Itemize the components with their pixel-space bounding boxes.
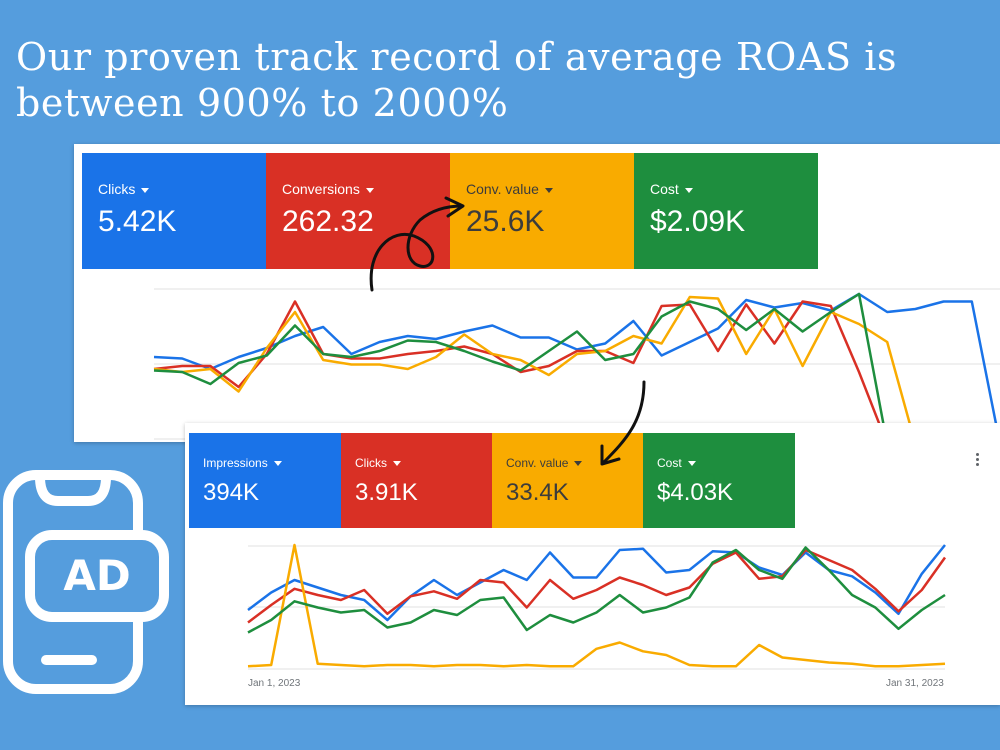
- series-line-cost: [247, 546, 946, 634]
- more-vert-icon[interactable]: [973, 453, 981, 469]
- scorecard-conversions[interactable]: Conversions 262.32: [266, 153, 450, 269]
- x-axis-start-label: Jan 1, 2023: [248, 678, 301, 689]
- scorecard-cost[interactable]: Cost $2.09K: [634, 153, 818, 269]
- metric-label[interactable]: Clicks: [355, 456, 401, 470]
- metric-value: $2.09K: [650, 205, 746, 238]
- metric-label[interactable]: Clicks: [98, 181, 150, 197]
- series-line-cost: [153, 292, 889, 442]
- scorecard-clicks[interactable]: Clicks 3.91K: [341, 433, 493, 528]
- scorecard-clicks[interactable]: Clicks 5.42K: [82, 153, 266, 269]
- caret-down-icon: [574, 461, 583, 467]
- metric-value: 5.42K: [98, 205, 177, 238]
- caret-down-icon: [365, 187, 374, 193]
- caret-down-icon: [393, 461, 401, 467]
- dashboard-panel-1: Clicks 5.42K Conversions 262.32 Conv. va…: [74, 144, 1000, 442]
- metric-label[interactable]: Cost: [657, 456, 696, 470]
- headline: Our proven track record of average ROAS …: [16, 35, 898, 125]
- metric-label[interactable]: Conv. value: [506, 456, 583, 470]
- x-axis-end-label: Jan 31, 2023: [886, 678, 944, 689]
- metric-label[interactable]: Cost: [650, 181, 693, 197]
- scorecard-conv-value[interactable]: Conv. value 25.6K: [450, 153, 634, 269]
- metric-value: 262.32: [282, 205, 374, 238]
- caret-down-icon: [273, 461, 282, 467]
- performance-line-chart-2: [247, 543, 947, 670]
- caret-down-icon: [687, 461, 696, 467]
- scorecard-cost[interactable]: Cost $4.03K: [643, 433, 795, 528]
- metric-label[interactable]: Conversions: [282, 181, 374, 197]
- metric-value: $4.03K: [657, 479, 734, 506]
- caret-down-icon: [141, 187, 150, 193]
- metric-label[interactable]: Impressions: [203, 456, 282, 470]
- metric-value: 394K: [203, 479, 260, 506]
- svg-text:AD: AD: [63, 551, 130, 600]
- series-line-conv-value: [247, 543, 946, 668]
- metric-value: 33.4K: [506, 479, 569, 506]
- series-line-conv-value: [153, 295, 917, 442]
- metric-value: 25.6K: [466, 205, 545, 238]
- performance-line-chart-1: [153, 288, 1000, 442]
- metric-value: 3.91K: [355, 479, 418, 506]
- dashboard-panel-2: Impressions 394K Clicks 3.91K Conv. valu…: [185, 423, 1000, 705]
- metric-label[interactable]: Conv. value: [466, 181, 553, 197]
- series-line-clicks: [247, 548, 947, 624]
- series-line-conversions: [153, 300, 888, 442]
- scorecard-impressions[interactable]: Impressions 394K: [189, 433, 341, 528]
- caret-down-icon: [684, 187, 693, 193]
- caret-down-icon: [544, 187, 553, 193]
- ad-phone-icon: AD: [3, 470, 169, 694]
